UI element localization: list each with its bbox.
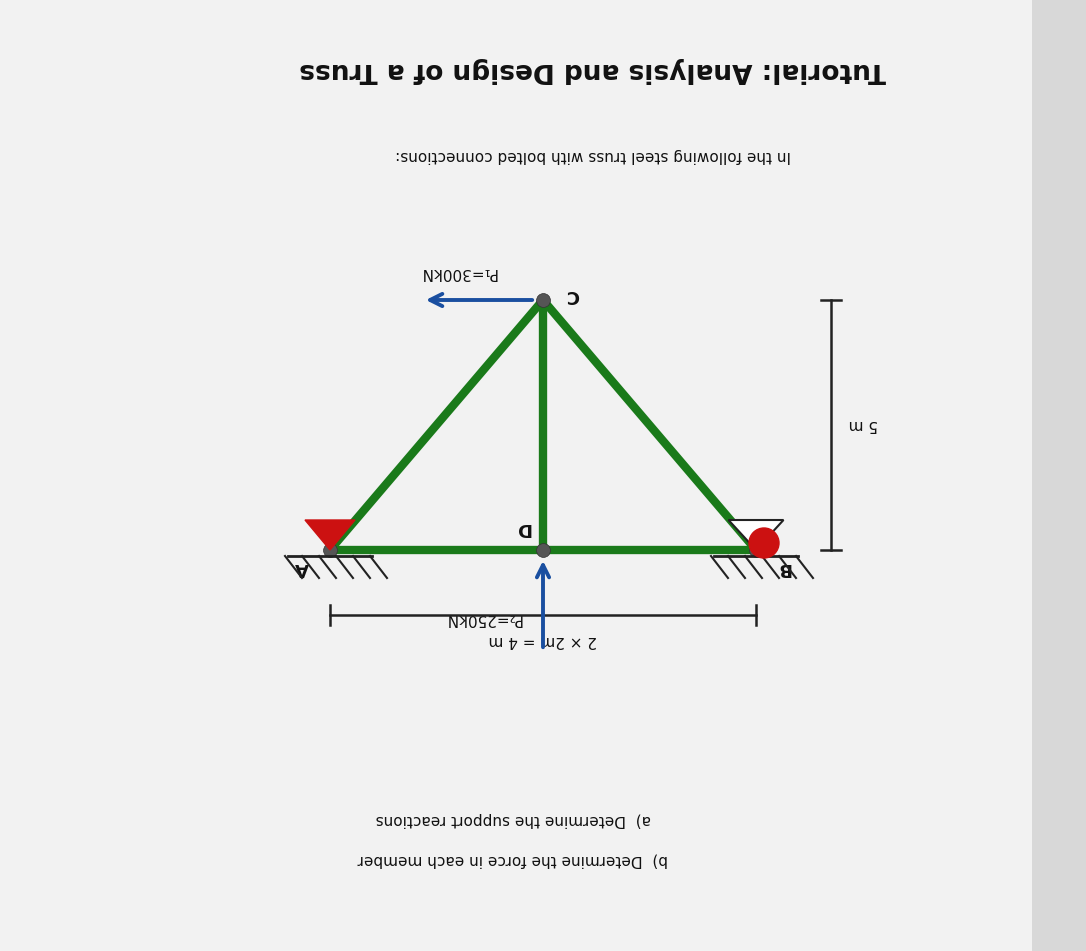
Text: a)  Determine the support reactions: a) Determine the support reactions	[376, 812, 651, 827]
Text: P₁=300kN: P₁=300kN	[419, 264, 496, 280]
Polygon shape	[729, 520, 783, 550]
Text: D: D	[516, 519, 530, 537]
Circle shape	[749, 528, 779, 558]
Text: Tutorial: Analysis and Design of a Truss: Tutorial: Analysis and Design of a Truss	[300, 57, 886, 83]
Text: P₂=250kN: P₂=250kN	[444, 611, 521, 626]
Text: In the following steel truss with bolted connections:: In the following steel truss with bolted…	[395, 147, 791, 163]
Text: C: C	[567, 286, 580, 304]
Text: B: B	[778, 559, 791, 577]
Text: b)  Determine the force in each member: b) Determine the force in each member	[357, 852, 668, 867]
Polygon shape	[305, 520, 355, 550]
Text: 2 × 2m = 4 m: 2 × 2m = 4 m	[489, 632, 597, 648]
Text: 5 m: 5 m	[848, 417, 877, 433]
Text: A: A	[295, 559, 308, 577]
